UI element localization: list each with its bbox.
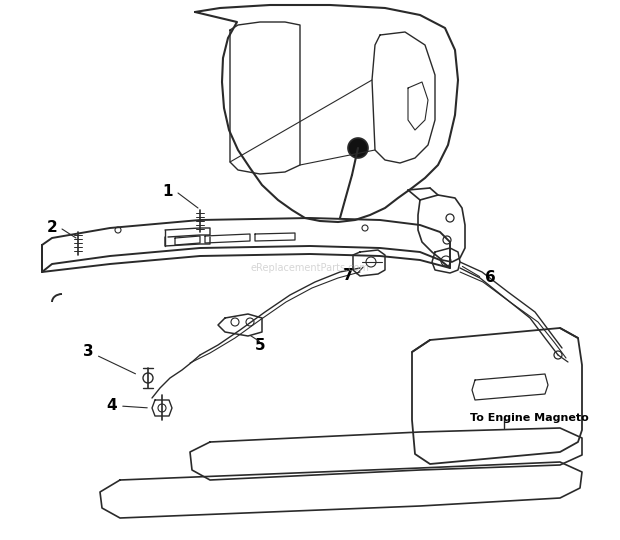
Circle shape [554,351,562,359]
Text: 5: 5 [255,338,265,353]
Circle shape [362,225,368,231]
Circle shape [246,318,254,326]
Circle shape [231,318,239,326]
Text: To Engine Magneto: To Engine Magneto [470,413,589,423]
Text: 2: 2 [46,220,58,235]
Text: 7: 7 [343,267,353,282]
Circle shape [441,256,451,266]
Circle shape [143,373,153,383]
Text: 1: 1 [162,185,173,199]
Text: eReplacementParts.com: eReplacementParts.com [250,263,370,273]
Text: 4: 4 [107,397,117,413]
Text: 6: 6 [485,271,495,286]
Circle shape [115,227,121,233]
Circle shape [348,138,368,158]
Circle shape [446,214,454,222]
Circle shape [443,236,451,244]
Circle shape [366,257,376,267]
Circle shape [158,404,166,412]
Text: 3: 3 [82,345,94,360]
